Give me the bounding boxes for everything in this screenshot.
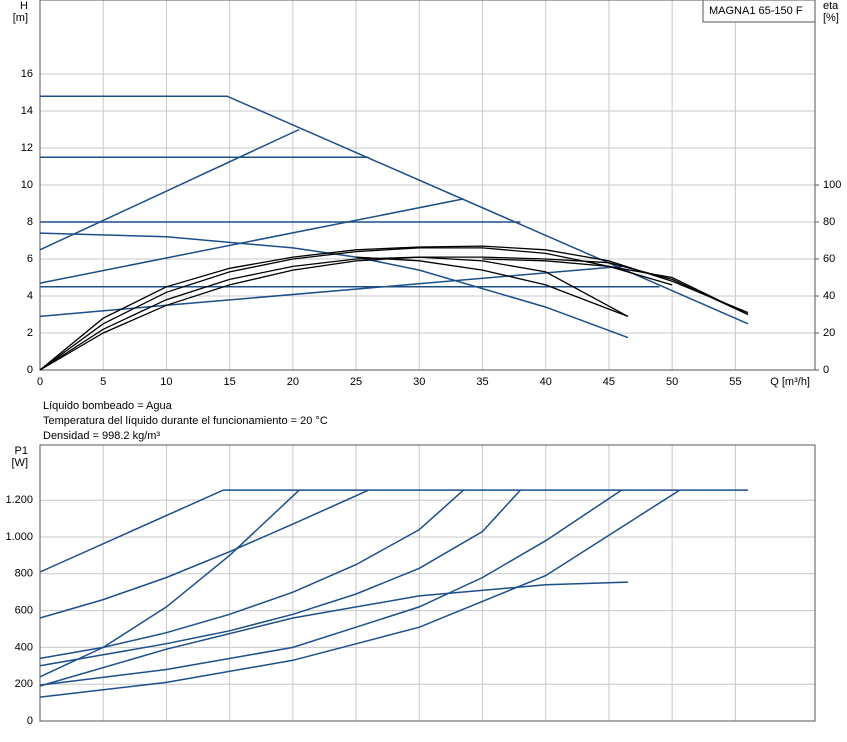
x-tick-label: 0 [37,376,43,388]
curve [39,245,749,371]
y-tick-label: 8 [27,216,33,228]
y2-tick-label: 100 [823,179,841,191]
curve [39,489,748,573]
y-tick-label: 10 [21,179,33,191]
title-box [702,0,816,23]
plot-frame [39,0,816,371]
x-axis-label: Q [m³/h] [770,376,810,388]
y-axis-label: [W] [12,457,29,469]
y2-axis-label: [%] [823,12,839,24]
y-tick-label: 6 [27,253,33,265]
curve [39,256,629,371]
curve [39,489,623,686]
y2-tick-label: 20 [823,327,835,339]
y-tick-label: 400 [15,641,33,653]
plot-area [40,445,815,721]
curve [39,489,300,678]
x-tick-label: 50 [666,376,678,388]
y-tick-label: 0 [27,364,33,376]
curve [40,95,749,325]
note: Temperatura del líquido durante el funci… [43,415,328,427]
chart-title: MAGNA1 65-150 F [709,5,803,17]
notes: Líquido bombeado = Agua Temperatura del … [43,400,328,442]
curve [39,489,370,619]
y-tick-label: 200 [15,678,33,690]
note: Líquido bombeado = Agua [43,400,173,412]
x-tick-label: 25 [350,376,362,388]
x-tick-label: 30 [413,376,425,388]
curve [39,489,521,667]
curve [39,198,464,284]
x-tick-label: 55 [729,376,741,388]
note: Densidad = 998.2 kg/m³ [43,430,160,442]
y-tick-label: 1.200 [5,494,33,506]
curve [39,256,749,371]
curve [39,128,300,251]
y2-tick-label: 60 [823,253,835,265]
y2-tick-label: 80 [823,216,835,228]
x-tick-label: 45 [603,376,615,388]
curve [39,247,673,371]
curve [39,489,464,660]
y2-tick-label: 40 [823,290,835,302]
y-tick-label: 4 [27,290,33,302]
y-tick-label: 800 [15,568,33,580]
y-tick-label: 2 [27,327,33,339]
y2-axis-label: eta [823,0,839,12]
x-tick-label: 35 [476,376,488,388]
y-tick-label: 12 [21,142,33,154]
y-tick-label: 600 [15,605,33,617]
y-axis-label: H [20,0,28,12]
x-tick-label: 40 [540,376,552,388]
x-tick-label: 5 [100,376,106,388]
x-tick-label: 20 [287,376,299,388]
y2-tick-label: 0 [823,364,829,376]
curve [356,256,629,318]
y-tick-label: 16 [21,68,33,80]
y-tick-label: 14 [21,105,33,117]
curve [39,489,681,698]
plot-frame [39,444,816,722]
y-tick-label: 0 [27,715,33,727]
y-axis-label: P1 [15,445,28,457]
x-tick-label: 15 [224,376,236,388]
curve [39,581,628,687]
y-axis-label: [m] [13,12,28,24]
y-tick-label: 1.000 [5,531,33,543]
x-tick-label: 10 [160,376,172,388]
